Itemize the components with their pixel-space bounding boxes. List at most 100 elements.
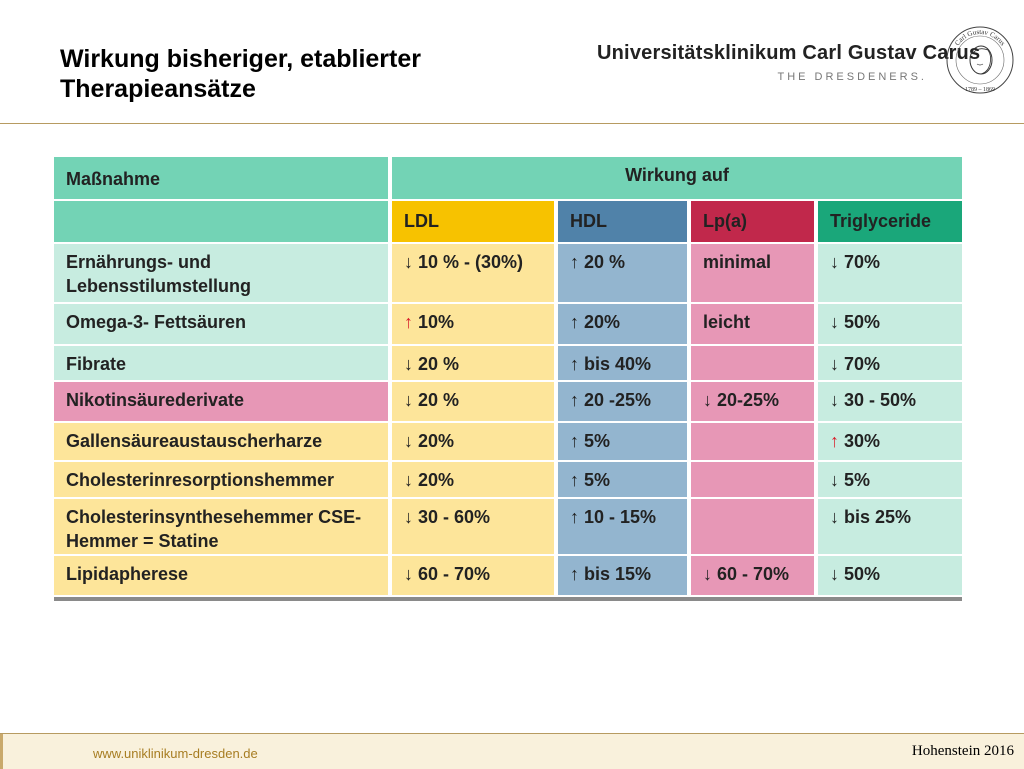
arrow-down-icon: ↓ bbox=[830, 252, 839, 272]
effect-header-cell: Wirkung auf bbox=[392, 157, 962, 199]
row-value-cell: ↓ 70% bbox=[818, 346, 962, 380]
header-divider bbox=[0, 123, 1024, 124]
value-text: 20-25% bbox=[717, 390, 780, 410]
value-text: 50% bbox=[844, 564, 881, 584]
value-text: minimal bbox=[703, 252, 772, 272]
arrow-up-icon: ↑ bbox=[570, 312, 579, 332]
arrow-down-icon: ↓ bbox=[404, 252, 413, 272]
row-measure-label: Cholesterinresorptionshemmer bbox=[54, 462, 388, 497]
measure-subheader-cell bbox=[54, 201, 388, 242]
arrow-down-icon: ↓ bbox=[404, 354, 413, 374]
arrow-up-icon: ↑ bbox=[570, 431, 579, 451]
value-text: 5% bbox=[844, 470, 871, 490]
footer-accent-bar bbox=[0, 734, 3, 769]
arrow-up-icon: ↑ bbox=[570, 252, 579, 272]
arrow-down-icon: ↓ bbox=[830, 470, 839, 490]
value-text: 30 - 60% bbox=[418, 507, 491, 527]
value-text: leicht bbox=[703, 312, 751, 332]
arrow-down-icon: ↓ bbox=[404, 470, 413, 490]
row-value-cell: ↓ 50% bbox=[818, 304, 962, 344]
row-value-cell: ↑ 10% bbox=[392, 304, 554, 344]
arrow-up-icon: ↑ bbox=[830, 431, 839, 451]
row-value-cell bbox=[691, 346, 814, 380]
carl-gustav-carus-seal-icon: Carl Gustav Carus 1789 – 1869 bbox=[944, 20, 1016, 98]
value-text: bis 25% bbox=[844, 507, 912, 527]
brand-name: Universitätsklinikum Carl Gustav Carus bbox=[597, 42, 981, 64]
row-value-cell: ↓ bis 25% bbox=[818, 499, 962, 554]
arrow-down-icon: ↓ bbox=[830, 564, 839, 584]
footer-author: Hohenstein 2016 bbox=[911, 743, 1014, 759]
row-value-cell: minimal bbox=[691, 244, 814, 302]
row-measure-label: Ernährungs- und Lebensstilumstellung bbox=[54, 244, 388, 302]
arrow-up-icon: ↑ bbox=[570, 507, 579, 527]
row-measure-label: Nikotinsäurederivate bbox=[54, 382, 388, 421]
row-value-cell: ↓ 60 - 70% bbox=[691, 556, 814, 595]
value-text: bis 40% bbox=[584, 354, 652, 374]
row-measure-label: Cholesterinsynthesehemmer CSE-Hemmer = S… bbox=[54, 499, 388, 554]
therapy-effect-table: Maßnahme Wirkung auf LDL HDL Lp(a) Triglyceri… bbox=[54, 157, 962, 601]
footer-url: www.uniklinikum-dresden.de bbox=[93, 746, 258, 761]
arrow-up-icon: ↑ bbox=[404, 312, 413, 332]
arrow-up-icon: ↑ bbox=[570, 354, 579, 374]
row-value-cell: ↑ 5% bbox=[558, 462, 687, 497]
value-text: 60 - 70% bbox=[717, 564, 790, 584]
row-value-cell: ↑ 10 - 15% bbox=[558, 499, 687, 554]
svg-text:Carl Gustav Carus: Carl Gustav Carus bbox=[953, 28, 1007, 47]
brand-block: Universitätsklinikum Carl Gustav Carus T… bbox=[597, 42, 981, 83]
value-text: 10% bbox=[418, 312, 455, 332]
value-text: bis 15% bbox=[584, 564, 652, 584]
value-text: 20 -25% bbox=[584, 390, 652, 410]
arrow-down-icon: ↓ bbox=[404, 507, 413, 527]
value-text: 20% bbox=[418, 470, 455, 490]
row-value-cell: ↓ 20% bbox=[392, 423, 554, 460]
row-value-cell: ↓ 5% bbox=[818, 462, 962, 497]
row-value-cell: ↑ 30% bbox=[818, 423, 962, 460]
value-text: 20 % bbox=[418, 354, 460, 374]
arrow-down-icon: ↓ bbox=[830, 354, 839, 374]
table-shadow bbox=[54, 597, 962, 601]
row-value-cell: ↓ 20-25% bbox=[691, 382, 814, 421]
value-text: 5% bbox=[584, 431, 611, 451]
row-value-cell: leicht bbox=[691, 304, 814, 344]
footer: www.uniklinikum-dresden.de Hohenstein 20… bbox=[0, 733, 1024, 769]
value-text: 20 % bbox=[418, 390, 460, 410]
arrow-down-icon: ↓ bbox=[830, 507, 839, 527]
row-value-cell: ↑ 20% bbox=[558, 304, 687, 344]
row-measure-label: Lipidapherese bbox=[54, 556, 388, 595]
value-text: 70% bbox=[844, 252, 881, 272]
brand-tagline: THE DRESDENERS. bbox=[777, 71, 927, 83]
row-value-cell: ↓ 60 - 70% bbox=[392, 556, 554, 595]
arrow-down-icon: ↓ bbox=[830, 312, 839, 332]
arrow-up-icon: ↑ bbox=[570, 470, 579, 490]
row-value-cell: ↑ bis 40% bbox=[558, 346, 687, 380]
page-title: Wirkung bisheriger, etablierter Therapie… bbox=[60, 45, 421, 103]
row-value-cell: ↓ 20 % bbox=[392, 382, 554, 421]
row-value-cell bbox=[691, 462, 814, 497]
arrow-down-icon: ↓ bbox=[830, 390, 839, 410]
seal-years: 1789 – 1869 bbox=[965, 87, 995, 93]
row-value-cell: ↑ bis 15% bbox=[558, 556, 687, 595]
value-text: 10 - 15% bbox=[584, 507, 657, 527]
seal-text: Carl Gustav Carus bbox=[953, 28, 1007, 47]
value-text: 20 % bbox=[584, 252, 626, 272]
measure-header-cell: Maßnahme bbox=[54, 157, 388, 199]
value-text: 20% bbox=[584, 312, 621, 332]
row-measure-label: Fibrate bbox=[54, 346, 388, 380]
value-text: 5% bbox=[584, 470, 611, 490]
value-text: 60 - 70% bbox=[418, 564, 491, 584]
row-value-cell: ↑ 20 -25% bbox=[558, 382, 687, 421]
arrow-down-icon: ↓ bbox=[703, 390, 712, 410]
row-value-cell: ↓ 20% bbox=[392, 462, 554, 497]
row-value-cell: ↓ 10 % - (30%) bbox=[392, 244, 554, 302]
arrow-down-icon: ↓ bbox=[404, 564, 413, 584]
column-header-ldl: LDL bbox=[392, 201, 554, 242]
row-value-cell: ↑ 5% bbox=[558, 423, 687, 460]
value-text: 30 - 50% bbox=[844, 390, 917, 410]
row-value-cell: ↓ 20 % bbox=[392, 346, 554, 380]
row-measure-label: Gallensäureaustauscherharze bbox=[54, 423, 388, 460]
arrow-down-icon: ↓ bbox=[404, 390, 413, 410]
value-text: 20% bbox=[418, 431, 455, 451]
value-text: 30% bbox=[844, 431, 881, 451]
row-value-cell bbox=[691, 499, 814, 554]
row-value-cell: ↓ 30 - 50% bbox=[818, 382, 962, 421]
